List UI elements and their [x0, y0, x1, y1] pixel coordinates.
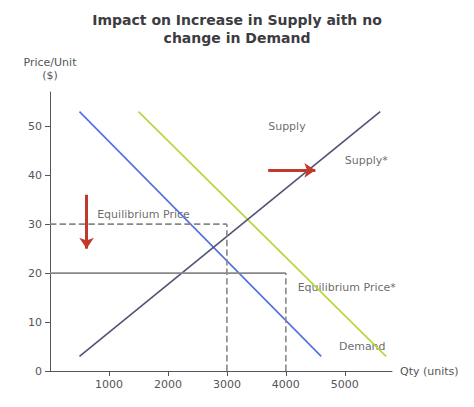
svg-text:0: 0	[35, 365, 42, 378]
svg-text:10: 10	[28, 316, 42, 329]
svg-text:Equilibrium Price: Equilibrium Price	[97, 207, 190, 221]
svg-text:Equilibrium Price*: Equilibrium Price*	[297, 281, 396, 295]
svg-text:4000: 4000	[272, 378, 300, 391]
svg-text:Price/Unit: Price/Unit	[24, 56, 78, 69]
svg-text:50: 50	[28, 120, 42, 133]
svg-text:Qty (units): Qty (units)	[400, 365, 459, 378]
svg-text:Impact on Increase in Supply a: Impact on Increase in Supply aith no	[92, 12, 382, 28]
svg-text:20: 20	[28, 267, 42, 280]
svg-text:Demand: Demand	[339, 340, 386, 353]
svg-text:Supply: Supply	[268, 120, 306, 133]
svg-text:3000: 3000	[213, 378, 241, 391]
svg-text:40: 40	[28, 169, 42, 182]
svg-text:1000: 1000	[95, 378, 123, 391]
svg-text:change in Demand: change in Demand	[164, 30, 311, 46]
svg-text:2000: 2000	[154, 378, 182, 391]
svg-text:5000: 5000	[331, 378, 359, 391]
svg-text:($): ($)	[42, 69, 58, 82]
svg-text:30: 30	[28, 218, 42, 231]
svg-text:Supply*: Supply*	[345, 154, 388, 167]
